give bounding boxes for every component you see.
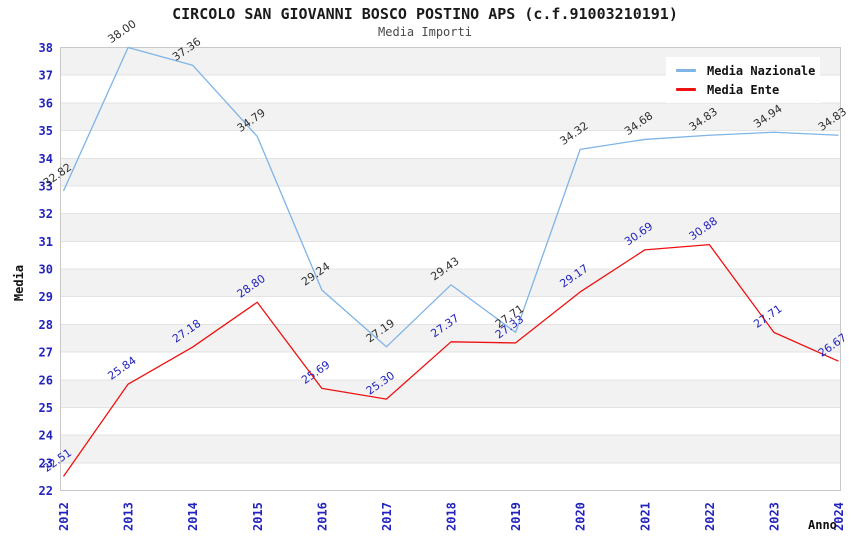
- svg-text:25.84: 25.84: [105, 354, 138, 383]
- svg-text:2023: 2023: [767, 502, 781, 531]
- svg-text:37: 37: [39, 69, 53, 83]
- svg-text:2020: 2020: [574, 502, 588, 531]
- svg-text:2019: 2019: [509, 502, 523, 531]
- svg-text:33: 33: [39, 179, 53, 193]
- svg-text:31: 31: [39, 235, 53, 249]
- svg-text:2024: 2024: [832, 502, 846, 531]
- svg-text:38.00: 38.00: [105, 17, 138, 46]
- svg-text:22: 22: [39, 484, 53, 498]
- svg-text:2018: 2018: [445, 502, 459, 531]
- svg-text:35: 35: [39, 124, 53, 138]
- legend-item-media-ente: Media Ente: [666, 80, 820, 99]
- svg-text:2022: 2022: [703, 502, 717, 531]
- chart-subtitle: Media Importi: [378, 25, 472, 39]
- svg-text:36: 36: [39, 96, 53, 110]
- legend-label: Media Nazionale: [707, 63, 816, 78]
- svg-text:2021: 2021: [638, 502, 652, 531]
- svg-text:25: 25: [39, 401, 53, 415]
- chart-title: CIRCOLO SAN GIOVANNI BOSCO POSTINO APS (…: [172, 5, 678, 23]
- x-axis-title: Anno: [808, 518, 837, 532]
- media-nazionale-line-swatch-icon: [676, 69, 696, 72]
- svg-text:30: 30: [39, 263, 53, 277]
- svg-text:2013: 2013: [122, 502, 136, 531]
- svg-text:2015: 2015: [251, 502, 265, 531]
- svg-text:2012: 2012: [57, 502, 71, 531]
- svg-text:24: 24: [39, 429, 53, 443]
- svg-text:26: 26: [39, 373, 53, 387]
- legend-item-media-nazionale: Media Nazionale: [666, 61, 820, 80]
- chart-legend: Media Nazionale Media Ente: [666, 57, 820, 103]
- svg-text:32: 32: [39, 207, 53, 221]
- svg-text:2016: 2016: [315, 502, 329, 531]
- legend-label: Media Ente: [707, 82, 780, 97]
- svg-text:2014: 2014: [186, 502, 200, 531]
- svg-text:38: 38: [39, 41, 53, 55]
- svg-text:28: 28: [39, 318, 53, 332]
- svg-text:27: 27: [39, 346, 53, 360]
- media-ente-line-swatch-icon: [676, 88, 696, 91]
- svg-text:23: 23: [39, 456, 53, 470]
- svg-text:2017: 2017: [380, 502, 394, 531]
- svg-text:29: 29: [39, 290, 53, 304]
- svg-text:34: 34: [39, 152, 53, 166]
